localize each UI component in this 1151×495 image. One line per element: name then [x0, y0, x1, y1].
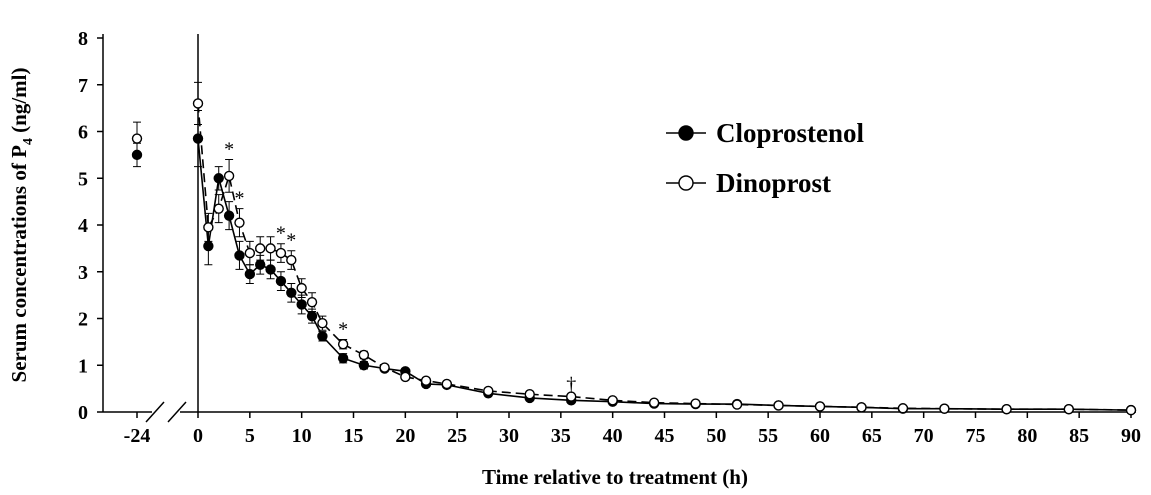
data-point: [731, 399, 743, 410]
data-point: [265, 264, 276, 275]
legend-label: Dinoprost: [716, 168, 831, 198]
x-tick-label: 60: [810, 425, 830, 447]
data-point: [317, 331, 328, 342]
x-tick-label: 10: [292, 425, 312, 447]
y-tick-label: 4: [78, 215, 88, 237]
data-point: [234, 250, 245, 261]
data-point: [773, 400, 784, 411]
x-tick-label: 85: [1069, 425, 1089, 447]
significance-mark: †: [566, 374, 576, 396]
x-tick-label: 15: [344, 425, 364, 447]
data-point: [690, 398, 701, 409]
data-point: [213, 203, 224, 214]
y-axis-title: Serum concentrations of P4 (ng/ml): [7, 68, 36, 383]
data-point: [275, 275, 287, 287]
data-point: [223, 170, 235, 182]
x-tick-label: 35: [551, 425, 571, 447]
axes: [102, 34, 1136, 423]
data-point: [255, 243, 266, 254]
data-point: [607, 395, 618, 406]
y-axis-title-sub: 4: [21, 138, 36, 145]
data-point: [255, 259, 266, 270]
data-point: [234, 217, 245, 228]
x-tick-label: 5: [245, 425, 255, 447]
x-axis-title: Time relative to treatment (h): [482, 465, 748, 489]
data-point: [223, 210, 235, 221]
axis-break: [167, 401, 187, 423]
x-tick-label: 40: [603, 425, 623, 447]
data-point: [420, 375, 432, 386]
data-point: [244, 247, 256, 259]
data-point: [856, 402, 867, 413]
significance-mark: *: [338, 319, 348, 341]
y-axis-title-part: Serum concentrations of P: [7, 145, 31, 383]
significance-mark: *: [276, 223, 286, 245]
y-tick-label: 3: [78, 262, 88, 284]
x-tick-label: 65: [862, 425, 882, 447]
x-tick-label: -24: [124, 425, 151, 447]
x-tick-label: 25: [447, 425, 467, 447]
x-tick-label: 75: [966, 425, 986, 447]
data-point: [358, 349, 370, 361]
data-point: [1001, 403, 1012, 415]
data-point: [306, 310, 318, 322]
data-point: [286, 254, 297, 266]
data-point: [203, 240, 214, 252]
y-tick-label: 7: [78, 75, 88, 97]
data-point: [441, 378, 452, 390]
data-point: [400, 371, 411, 383]
data-point: [296, 282, 307, 294]
significance-mark: *: [224, 139, 234, 161]
data-point: [192, 98, 204, 109]
data-point: [296, 299, 307, 310]
data-point: [131, 133, 143, 144]
data-point: [358, 360, 370, 371]
data-point: [524, 389, 535, 400]
series-line: [197, 138, 1132, 411]
data-point: [566, 391, 577, 402]
data-point: [265, 243, 276, 254]
data-point: [317, 317, 328, 329]
data-point: [213, 173, 224, 184]
data-point: [814, 401, 826, 412]
data-point: [1125, 404, 1137, 416]
y-tick-label: 1: [78, 355, 88, 377]
legend-marker: [678, 175, 694, 191]
data-point: [483, 385, 494, 397]
data-point: [897, 403, 909, 414]
y-tick-label: 0: [78, 402, 88, 424]
x-tick-label: 50: [706, 425, 726, 447]
significance-mark: *: [286, 230, 296, 252]
data-point: [1063, 403, 1075, 415]
x-tick-label: 55: [758, 425, 778, 447]
data-point: [648, 397, 660, 408]
x-tick-label: 70: [914, 425, 934, 447]
data-point: [337, 353, 349, 364]
x-tick-label: 0: [193, 425, 203, 447]
data-point: [306, 296, 318, 308]
y-tick-label: 5: [78, 168, 88, 190]
data-point: [337, 339, 349, 350]
x-tick-label: 30: [499, 425, 519, 447]
data-point: [379, 362, 390, 373]
legend-label: Cloprostenol: [716, 118, 865, 148]
x-tick-label: 90: [1121, 425, 1141, 447]
y-tick-label: 8: [78, 28, 88, 50]
data-point: [244, 268, 256, 280]
data-point: [275, 247, 287, 259]
data-point: [939, 403, 950, 414]
legend-marker: [678, 125, 694, 141]
significance-mark: *: [234, 188, 244, 210]
series-line: [197, 103, 1132, 411]
y-tick-label: 2: [78, 309, 88, 331]
x-tick-label: 20: [395, 425, 415, 447]
x-tick-label: 80: [1017, 425, 1037, 447]
data-point: [203, 222, 214, 233]
axis-break: [145, 401, 165, 423]
x-tick-label: 45: [655, 425, 675, 447]
data-point: [286, 287, 297, 298]
y-tick-label: 6: [78, 122, 88, 144]
y-axis-title-part: (ng/ml): [7, 68, 31, 139]
